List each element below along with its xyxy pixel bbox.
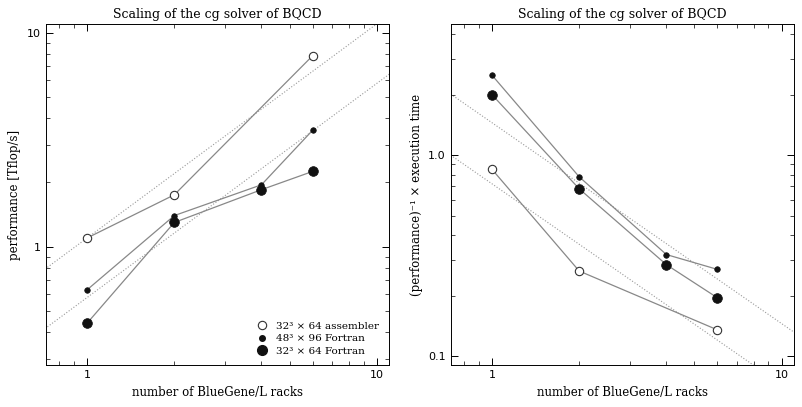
X-axis label: number of BlueGene/L racks: number of BlueGene/L racks — [537, 386, 707, 399]
Title: Scaling of the cg solver of BQCD: Scaling of the cg solver of BQCD — [113, 8, 322, 21]
Y-axis label: performance [Tflop/s]: performance [Tflop/s] — [8, 129, 22, 260]
Legend: 32³ × 64 assembler, 48³ × 96 Fortran, 32³ × 64 Fortran: 32³ × 64 assembler, 48³ × 96 Fortran, 32… — [247, 317, 383, 360]
Title: Scaling of the cg solver of BQCD: Scaling of the cg solver of BQCD — [518, 8, 727, 21]
X-axis label: number of BlueGene/L racks: number of BlueGene/L racks — [132, 386, 303, 399]
Y-axis label: (performance)⁻¹ × execution time: (performance)⁻¹ × execution time — [410, 94, 423, 295]
